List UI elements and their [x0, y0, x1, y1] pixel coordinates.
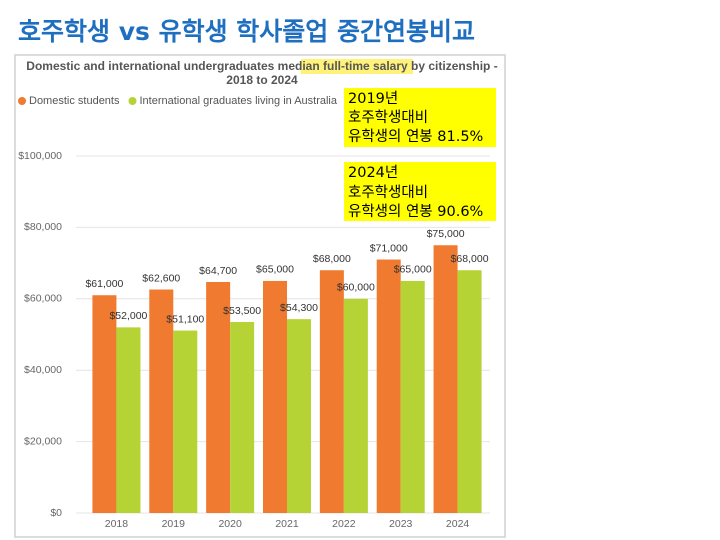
bar [343, 298, 368, 513]
annotation-box [344, 162, 496, 221]
bar [206, 282, 231, 513]
chart-title: 2018 to 2024 [226, 73, 298, 87]
bar [149, 289, 174, 513]
annotation-text: 2019년 [348, 90, 398, 107]
bar [400, 280, 425, 513]
bar [116, 327, 141, 513]
legend-label: Domestic students [29, 95, 120, 107]
bar [173, 330, 198, 513]
y-tick-label: $20,000 [24, 435, 62, 447]
data-label: $68,000 [313, 253, 351, 265]
bar [287, 319, 311, 513]
legend-marker [128, 97, 137, 105]
data-label: $60,000 [337, 282, 375, 294]
bar [319, 270, 344, 513]
slide-title: 호주학생 vs 유학생 학사졸업 중간연봉비교 [18, 17, 475, 46]
x-tick-label: 2021 [275, 518, 299, 530]
bar [263, 280, 287, 513]
data-label: $61,000 [85, 278, 123, 290]
y-tick-label: $0 [50, 507, 62, 519]
data-label: $65,000 [256, 264, 294, 276]
bar [230, 322, 255, 513]
bar [376, 259, 401, 513]
legend-label: International graduates living in Austra… [139, 95, 337, 107]
data-label: $62,600 [142, 272, 180, 284]
annotation-text: 호주학생대비 [348, 109, 428, 126]
annotation-box [344, 88, 496, 147]
x-tick-label: 2023 [389, 518, 413, 530]
data-label: $52,000 [109, 310, 147, 322]
x-tick-label: 2018 [105, 518, 129, 530]
data-label: $53,500 [223, 305, 261, 317]
annotations: 2019년 호주학생대비 유학생의 연봉 81.5% 2024년 호주학생대비 … [344, 88, 496, 221]
x-tick-label: 2024 [446, 518, 470, 530]
y-tick-label: $80,000 [24, 221, 62, 233]
annotation-text: 2024년 [348, 164, 398, 181]
annotation-text: 호주학생대비 [348, 184, 428, 201]
bar [433, 245, 458, 513]
data-label: $75,000 [427, 228, 465, 240]
y-tick-label: $60,000 [24, 293, 62, 305]
data-label: $71,000 [370, 242, 408, 254]
x-tick-label: 2022 [332, 518, 356, 530]
y-tick-label: $40,000 [24, 364, 62, 376]
data-label: $68,000 [451, 253, 489, 265]
y-tick-label: $100,000 [18, 150, 62, 162]
data-label: $54,300 [280, 302, 318, 314]
data-label: $51,100 [166, 313, 204, 325]
data-label: $65,000 [394, 264, 432, 276]
x-tick-label: 2020 [218, 518, 242, 530]
annotation-text: 유학생의 연봉 90.6% [348, 203, 483, 220]
annotation-text: 유학생의 연봉 81.5% [348, 128, 483, 145]
bar [92, 295, 117, 513]
x-tick-label: 2019 [162, 518, 186, 530]
data-label: $64,700 [199, 265, 237, 277]
chart-title: Domestic and international undergraduate… [26, 59, 497, 73]
legend-marker [18, 97, 26, 105]
title-highlight [301, 59, 413, 74]
bar [457, 270, 482, 513]
